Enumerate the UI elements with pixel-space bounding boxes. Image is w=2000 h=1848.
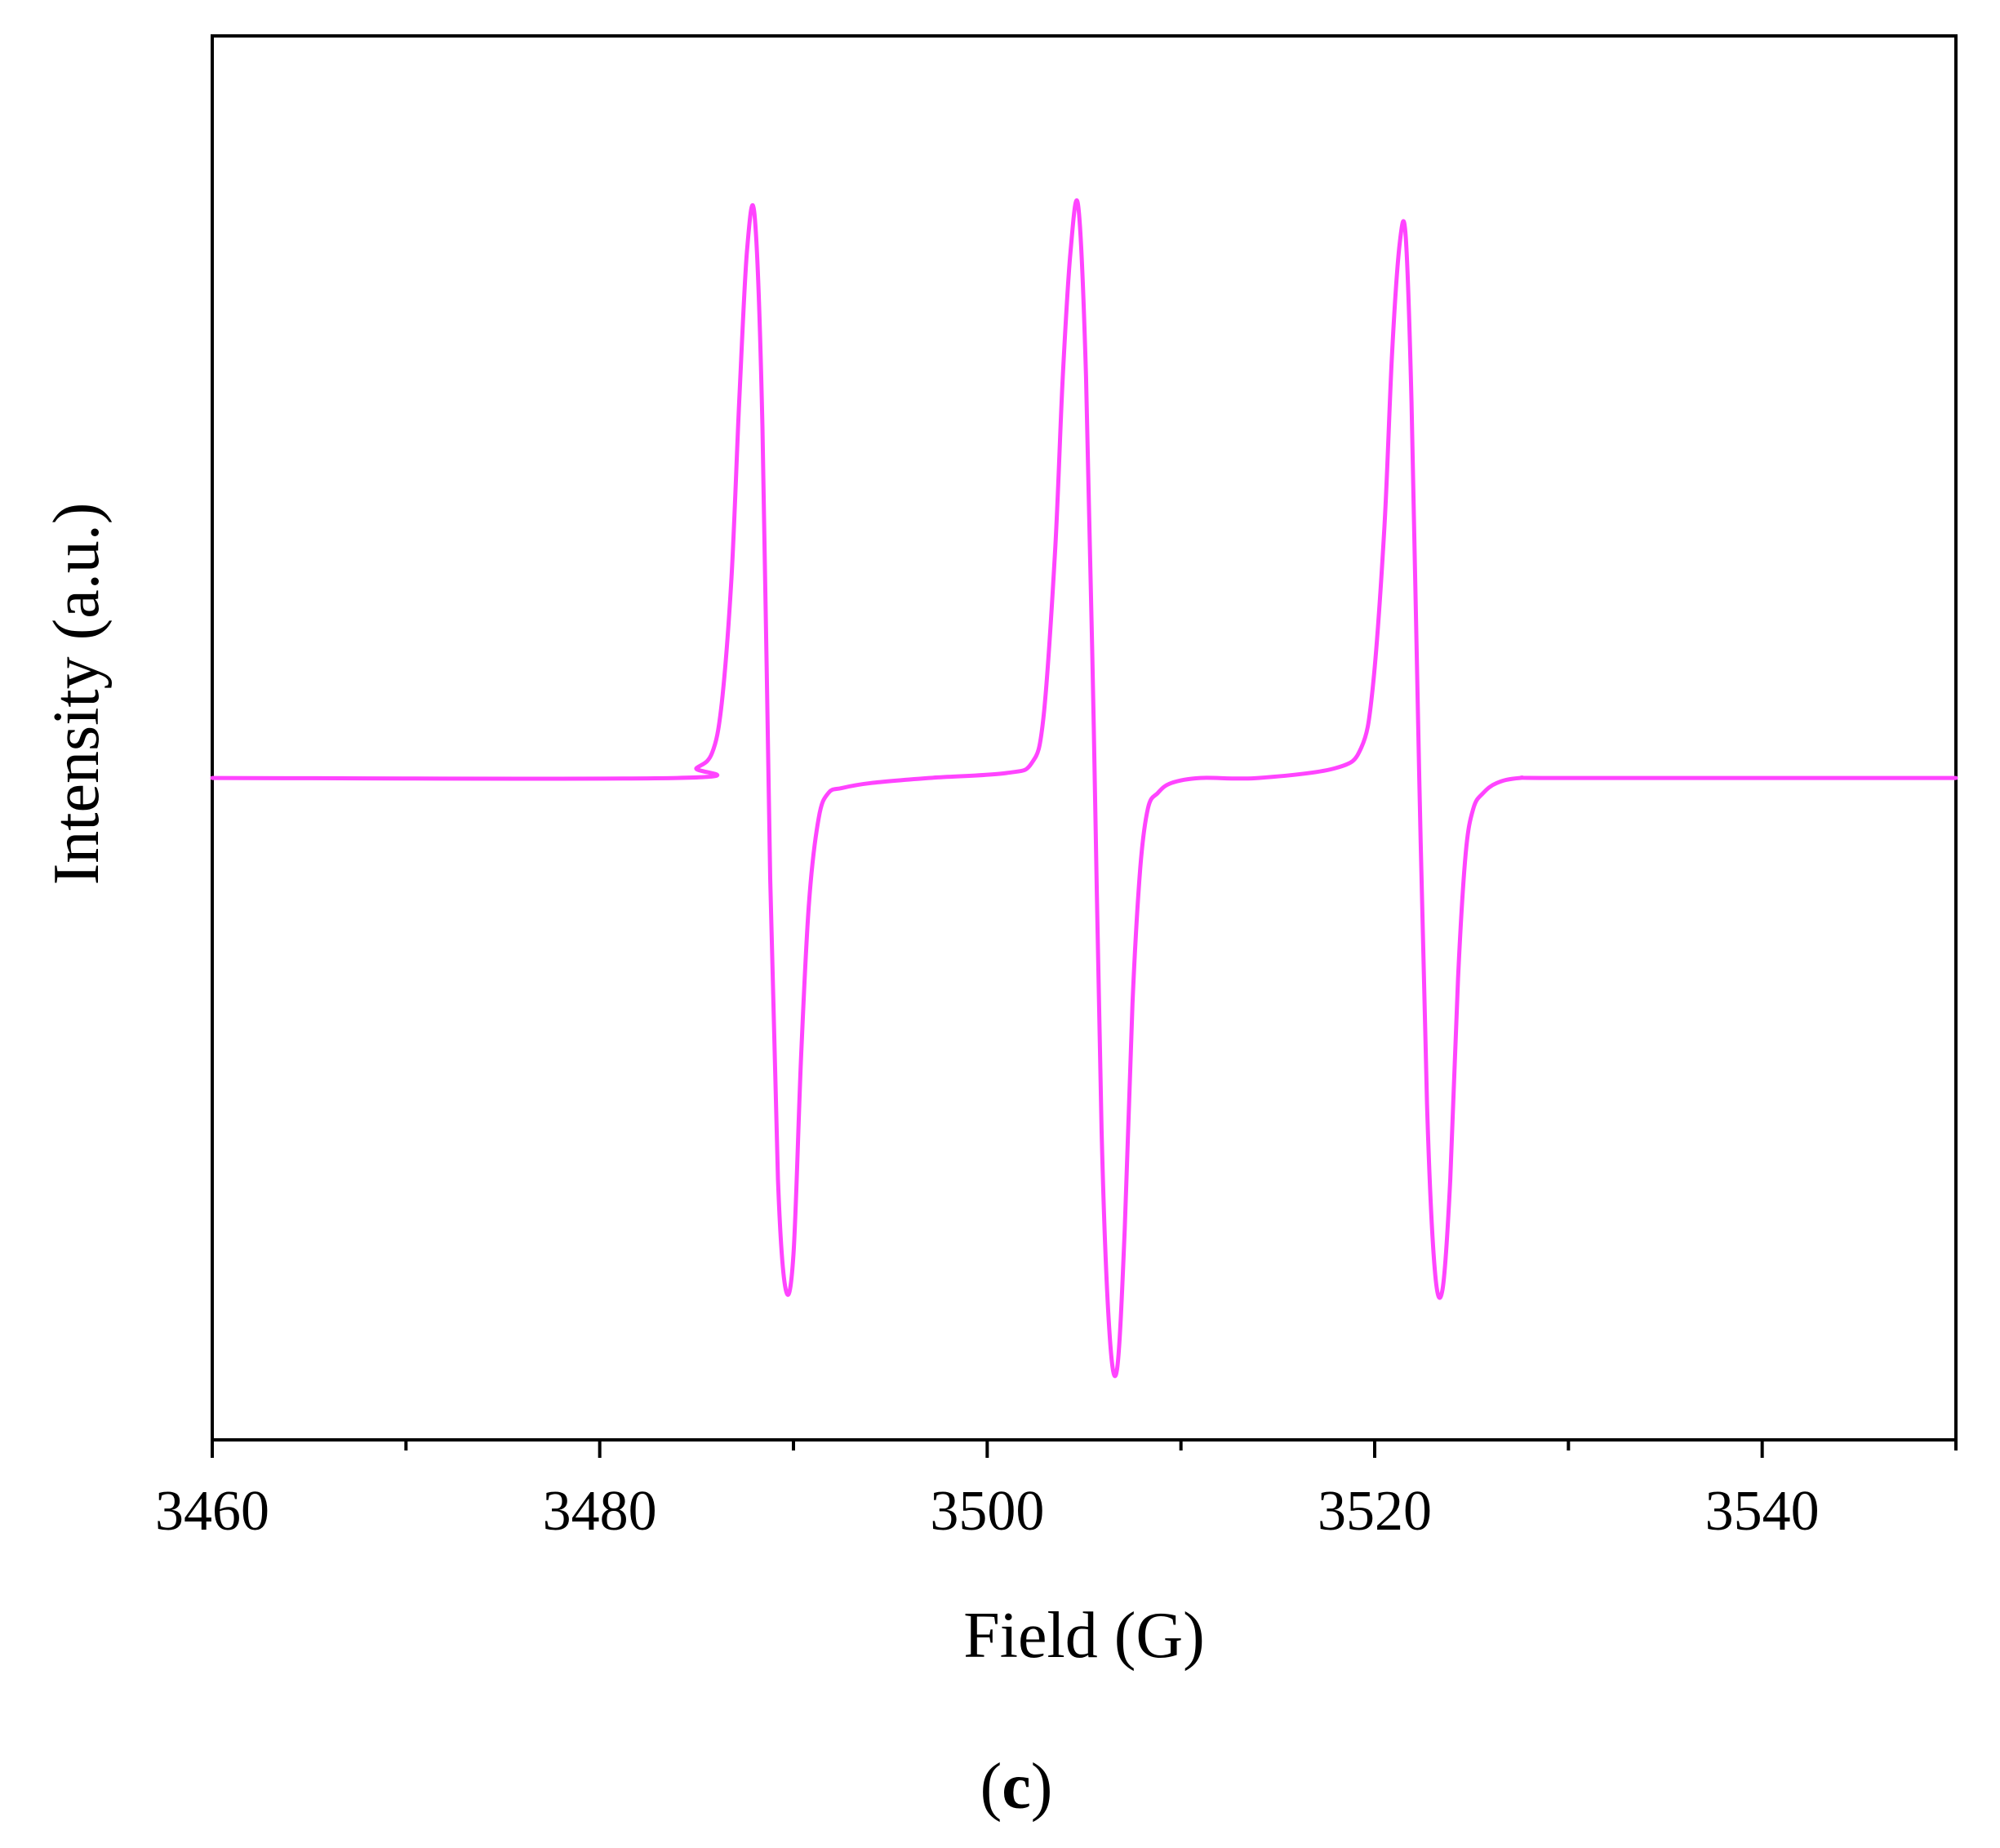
panel-label: (c) [980, 1751, 1053, 1823]
x-axis-tick-labels: 3460 3480 3500 3520 3540 [155, 1480, 1820, 1543]
x-tick-label: 3460 [155, 1480, 269, 1543]
y-axis-label: Intensity (a.u.) [41, 503, 113, 886]
plot-frame [211, 34, 1958, 1442]
x-tick-label: 3480 [543, 1480, 657, 1543]
x-axis-label: Field (G) [963, 1600, 1205, 1672]
x-tick-label: 3520 [1318, 1480, 1432, 1543]
panel-label-close: ) [1031, 1751, 1053, 1823]
x-tick-label: 3540 [1705, 1480, 1820, 1543]
series-line [210, 198, 1958, 1379]
panel-label-letter: c [1002, 1751, 1031, 1823]
panel-label-open: ( [980, 1751, 1002, 1823]
x-tick-label: 3500 [930, 1480, 1044, 1543]
x-axis-ticks [211, 1440, 1958, 1458]
